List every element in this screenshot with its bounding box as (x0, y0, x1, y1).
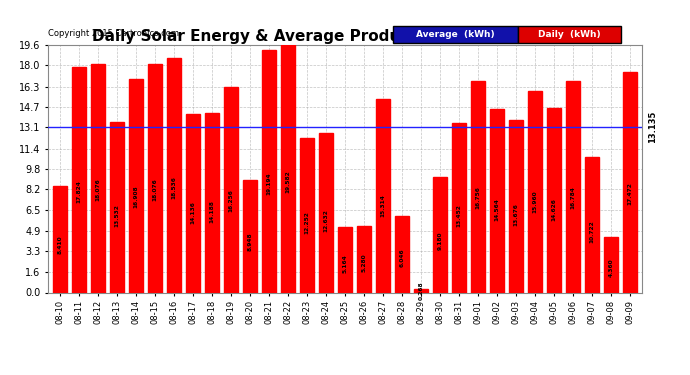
Text: 14.626: 14.626 (552, 198, 557, 221)
Text: Daily  (kWh): Daily (kWh) (538, 30, 600, 39)
Text: 0.268: 0.268 (419, 282, 424, 300)
Text: 4.360: 4.360 (609, 258, 614, 277)
Bar (224, 87, 238, 292)
Text: 18.536: 18.536 (171, 176, 177, 199)
Text: 10.722: 10.722 (590, 220, 595, 243)
Text: 16.908: 16.908 (133, 185, 138, 208)
Bar (300, 138, 314, 292)
Text: 13.452: 13.452 (457, 205, 462, 228)
Bar (186, 114, 200, 292)
Text: 16.756: 16.756 (475, 186, 481, 209)
Bar (72, 68, 86, 292)
Text: 14.136: 14.136 (190, 201, 195, 223)
Text: 15.314: 15.314 (381, 194, 386, 217)
Bar (90, 64, 105, 292)
Text: 13.532: 13.532 (115, 204, 119, 227)
Bar (452, 123, 466, 292)
Text: 19.194: 19.194 (266, 172, 271, 195)
Text: 18.076: 18.076 (152, 178, 157, 201)
Text: 19.582: 19.582 (286, 170, 290, 193)
Text: 12.252: 12.252 (304, 211, 309, 234)
Title: Daily Solar Energy & Average Production Thu Sep 10 19:07: Daily Solar Energy & Average Production … (92, 29, 598, 44)
Text: 8.948: 8.948 (248, 232, 253, 251)
Bar (262, 50, 276, 292)
Bar (243, 180, 257, 292)
Bar (338, 227, 352, 292)
Bar (623, 72, 638, 292)
Bar (205, 113, 219, 292)
Text: 5.280: 5.280 (362, 253, 366, 272)
Bar (566, 81, 580, 292)
Text: 16.784: 16.784 (571, 186, 575, 209)
Bar (471, 81, 485, 292)
Text: 13.676: 13.676 (513, 203, 519, 226)
Text: 13.135: 13.135 (648, 111, 657, 143)
Bar (509, 120, 523, 292)
Bar (604, 237, 618, 292)
Bar (52, 186, 67, 292)
Bar (395, 216, 409, 292)
Bar (433, 177, 447, 292)
Text: 15.960: 15.960 (533, 190, 538, 213)
Bar (167, 58, 181, 292)
Text: 5.164: 5.164 (342, 254, 348, 273)
Bar (128, 79, 143, 292)
Bar (528, 91, 542, 292)
Bar (281, 45, 295, 292)
Text: 12.632: 12.632 (324, 209, 328, 232)
Text: 8.410: 8.410 (57, 236, 62, 254)
Bar (357, 226, 371, 292)
Text: 16.256: 16.256 (228, 189, 233, 211)
Text: 9.180: 9.180 (437, 231, 442, 250)
Bar (585, 157, 600, 292)
Bar (110, 122, 124, 292)
Bar (490, 109, 504, 292)
Text: 14.564: 14.564 (495, 198, 500, 221)
Text: 6.046: 6.046 (400, 249, 404, 267)
Bar (319, 133, 333, 292)
Text: 14.188: 14.188 (209, 201, 215, 223)
Text: Average  (kWh): Average (kWh) (416, 30, 495, 39)
Bar (547, 108, 562, 292)
Text: 18.076: 18.076 (95, 178, 100, 201)
Text: Copyright 2015 Cartronics.com: Copyright 2015 Cartronics.com (48, 28, 179, 38)
Text: 17.824: 17.824 (76, 180, 81, 203)
Bar (148, 64, 162, 292)
Bar (376, 99, 390, 292)
Bar (414, 289, 428, 292)
Text: 17.472: 17.472 (628, 182, 633, 205)
